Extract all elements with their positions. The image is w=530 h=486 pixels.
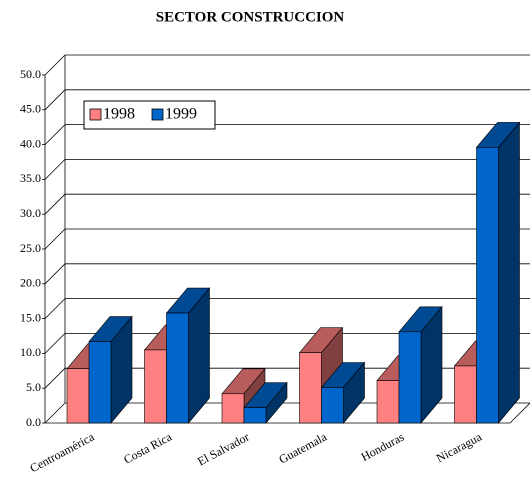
y-tick-label: 5.0: [26, 380, 41, 394]
legend-label: 1998: [103, 106, 135, 123]
grid-line: [44, 367, 66, 389]
floor-edge: [509, 402, 530, 424]
bar-front: [166, 312, 189, 424]
y-tick-label: 20.0: [20, 276, 41, 290]
bar-front: [398, 331, 422, 424]
grid-line: [44, 402, 66, 424]
y-tick-label: 0.0: [26, 415, 41, 429]
bar-front: [454, 365, 477, 424]
bar: [398, 306, 443, 424]
y-tick-label: 15.0: [20, 310, 41, 324]
y-tick-label: 50.0: [20, 67, 41, 81]
legend-swatch: [151, 108, 164, 121]
bar-front: [376, 380, 400, 424]
bar: [165, 287, 211, 424]
bar: [475, 121, 521, 424]
grid-line: [44, 228, 66, 250]
x-tick-label: Centroamérica: [28, 429, 98, 475]
y-tick-label: 30.0: [20, 206, 41, 220]
bar-front: [144, 349, 167, 424]
y-tick-label: 40.0: [20, 136, 41, 150]
chart-title: SECTOR CONSTRUCCION: [156, 9, 345, 25]
bar: [88, 315, 133, 424]
grid-line: [44, 89, 66, 111]
y-tick-label: 10.0: [20, 345, 41, 359]
x-tick-label: El Salvador: [195, 430, 251, 469]
y-tick-label: 25.0: [20, 241, 41, 255]
x-tick-label: Costa Rica: [121, 429, 174, 466]
bar-front: [321, 387, 344, 424]
legend-label: 1999: [165, 106, 197, 123]
legend-box: [83, 100, 216, 130]
bar-front: [476, 147, 499, 424]
grid-line: [44, 333, 66, 354]
bar: [320, 361, 366, 424]
bar-front: [88, 341, 112, 424]
grid-line: [44, 298, 66, 319]
x-tick-label: Honduras: [359, 430, 407, 464]
y-tick-label: 45.0: [20, 102, 41, 116]
grid-line: [44, 263, 66, 285]
bar-side: [498, 121, 520, 424]
bar-front: [299, 352, 322, 424]
grid-line: [44, 193, 66, 215]
bar-front: [221, 393, 245, 424]
x-tick-label: Nicaragua: [434, 429, 485, 465]
legend: 1998 1999: [83, 100, 216, 130]
grid-line: [44, 159, 66, 180]
legend-swatch: [89, 108, 102, 121]
x-tick-label: Guatemala: [276, 429, 329, 466]
grid-line: [44, 54, 66, 76]
grid-line: [44, 124, 66, 145]
bar-front: [243, 407, 267, 424]
bar: [243, 381, 288, 424]
y-tick-label: 35.0: [20, 171, 41, 185]
bar-front: [66, 368, 90, 424]
